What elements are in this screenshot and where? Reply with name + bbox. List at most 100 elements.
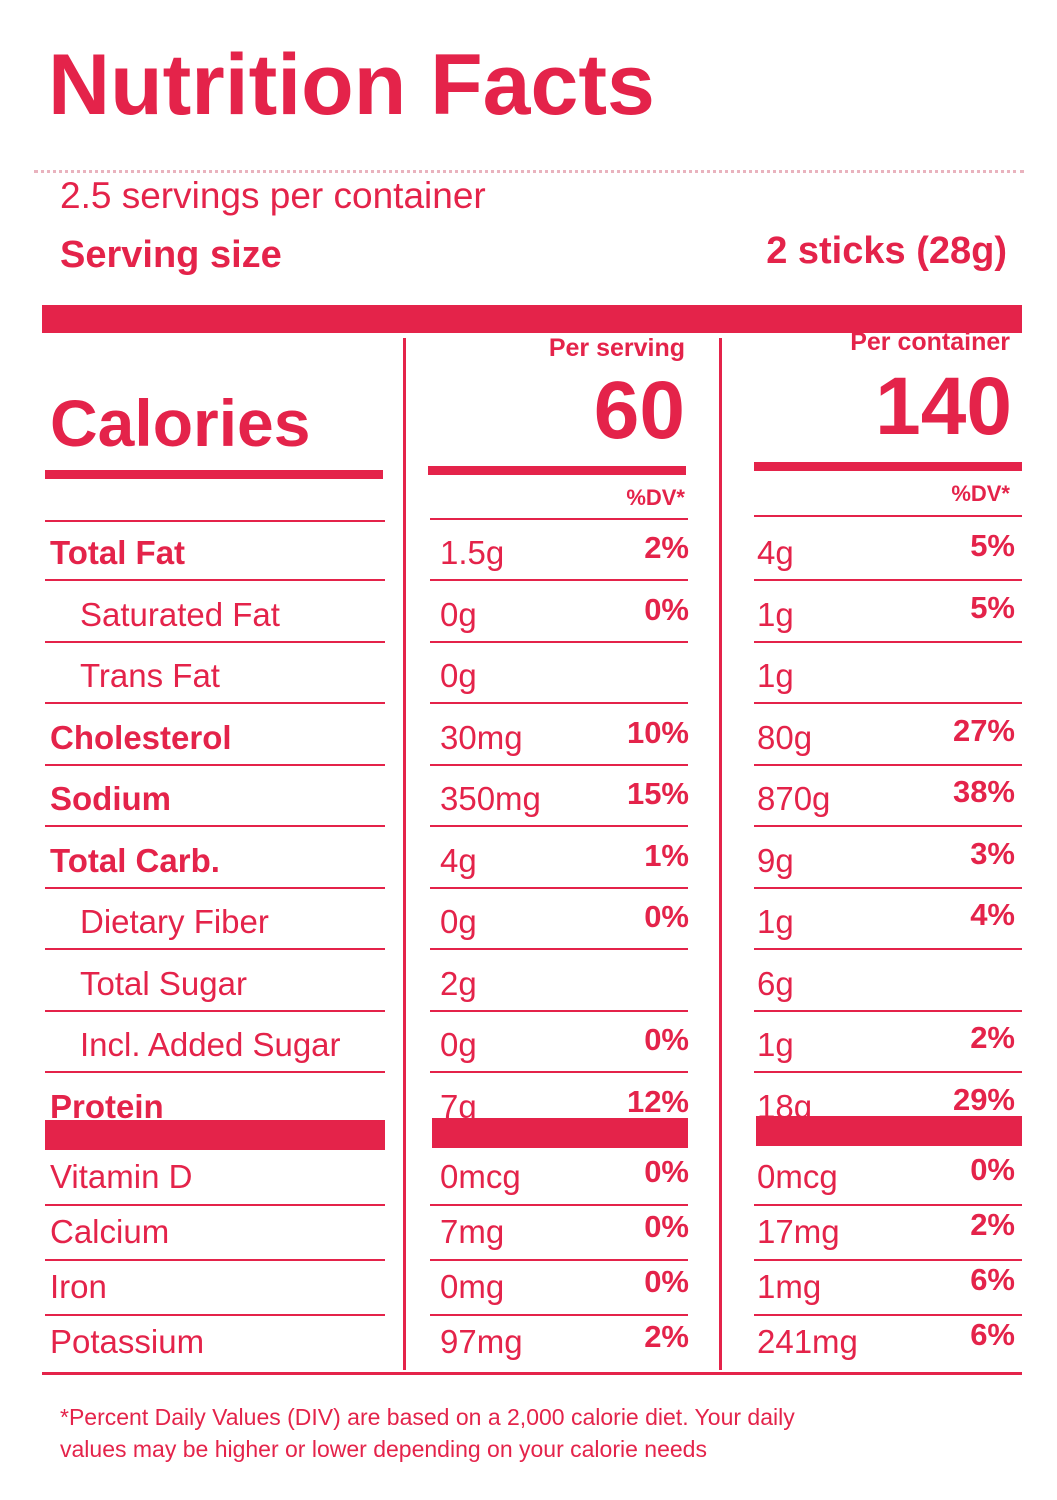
nutrient-name: Total Fat — [50, 534, 186, 571]
serving-amount: 30mg — [440, 718, 523, 756]
nutrient-name: Dietary Fiber — [80, 903, 269, 940]
row-rule — [754, 1071, 1022, 1073]
row-rule — [430, 1314, 688, 1316]
row-rule — [754, 763, 1022, 766]
footnote: *Percent Daily Values (DIV) are based on… — [60, 1404, 795, 1430]
nutrient-name: Trans Fat — [80, 657, 220, 694]
serving-amount: 7mg — [440, 1213, 505, 1250]
serving-amount: 2g — [440, 964, 477, 1002]
serving-dv: 0% — [644, 1264, 689, 1299]
serving-dv: 0% — [644, 1022, 689, 1057]
container-amount: 1g — [757, 595, 794, 633]
container-dv: 2% — [970, 1020, 1015, 1055]
serving-dv: 12% — [626, 1083, 689, 1119]
serving-amount: 0g — [440, 657, 477, 694]
serving-size-value: 2 sticks (28g) — [766, 230, 1007, 272]
row-rule — [430, 763, 688, 766]
rule — [754, 515, 1022, 517]
container-amount: 1g — [757, 657, 794, 694]
row-rule — [430, 640, 688, 643]
calories-label: Calories — [50, 386, 311, 460]
container-amount: 17mg — [757, 1213, 840, 1250]
row-rule — [430, 886, 688, 889]
nutrient-name: Calcium — [50, 1213, 170, 1250]
nutrient-name: Total Sugar — [80, 964, 247, 1002]
nutrient-name: Sodium — [50, 780, 171, 817]
row-rule — [430, 1009, 688, 1012]
container-dv: 5% — [970, 528, 1015, 563]
title: Nutrition Facts — [48, 37, 655, 133]
serving-amount: 0mcg — [440, 1158, 521, 1195]
row-rule — [45, 640, 385, 643]
row-rule — [45, 1009, 385, 1012]
dotted-rule — [34, 170, 1024, 173]
serving-dv: 15% — [626, 776, 689, 811]
serving-amount: 350mg — [440, 780, 541, 817]
container-dv: 4% — [970, 897, 1015, 932]
serving-dv: 0% — [644, 899, 689, 934]
row-rule — [430, 1259, 688, 1261]
nutrient-name: Cholesterol — [50, 718, 232, 756]
per-container-header: Per container — [850, 328, 1010, 356]
row-rule — [754, 1259, 1022, 1261]
serving-amount: 0mg — [440, 1268, 505, 1305]
row-rule — [754, 825, 1022, 827]
container-amount: 1g — [757, 1026, 794, 1063]
calories-per-serving: 60 — [593, 365, 685, 456]
row-rule — [45, 1071, 385, 1073]
container-amount: 6g — [757, 964, 794, 1002]
thick-rule — [42, 305, 1022, 333]
row-rule — [430, 825, 688, 827]
footnote: values may be higher or lower depending … — [60, 1436, 707, 1462]
container-dv: 0% — [970, 1152, 1015, 1187]
nutrient-name: Potassium — [50, 1323, 205, 1360]
row-rule — [45, 763, 385, 766]
nutrient-name: Total Carb. — [50, 841, 220, 879]
container-dv: 27% — [952, 712, 1015, 748]
serving-amount: 0g — [440, 903, 477, 940]
row-rule — [430, 702, 688, 704]
container-amount: 241mg — [757, 1323, 858, 1360]
column-divider — [719, 338, 722, 1370]
serving-amount: 7g — [440, 1087, 477, 1125]
row-rule — [45, 1259, 385, 1261]
container-amount: 4g — [757, 534, 794, 571]
nutrient-name: Protein — [50, 1087, 164, 1125]
dv-header: %DV* — [626, 485, 685, 510]
nutrient-name: Vitamin D — [50, 1158, 193, 1195]
container-dv: 29% — [952, 1081, 1015, 1117]
row-rule — [430, 948, 688, 950]
nutrient-name: Incl. Added Sugar — [80, 1026, 341, 1063]
row-rule — [754, 579, 1022, 581]
container-amount: 1g — [757, 903, 794, 940]
serving-dv: 1% — [644, 837, 689, 873]
container-dv: 5% — [970, 589, 1015, 625]
row-rule — [45, 948, 385, 950]
rule — [42, 1372, 1022, 1375]
nutrient-name: Iron — [50, 1268, 107, 1305]
row-rule — [45, 1204, 385, 1206]
container-dv: 6% — [970, 1317, 1015, 1352]
thick-rule — [756, 1116, 1022, 1146]
dv-header: %DV* — [951, 481, 1010, 506]
container-dv: 2% — [970, 1207, 1015, 1242]
row-rule — [430, 579, 688, 581]
container-amount: 0mcg — [757, 1158, 838, 1195]
row-rule — [430, 1204, 688, 1206]
row-rule — [45, 579, 385, 581]
serving-dv: 10% — [626, 714, 689, 750]
row-rule — [754, 1314, 1022, 1316]
serving-dv: 0% — [644, 1209, 689, 1244]
servings: 2.5 servings per container — [60, 175, 486, 216]
rule — [428, 466, 686, 475]
serving-dv: 0% — [644, 591, 689, 627]
serving-dv: 0% — [644, 1154, 689, 1189]
container-amount: 9g — [757, 841, 794, 879]
serving-amount: 1.5g — [440, 534, 505, 571]
row-rule — [754, 1009, 1022, 1012]
container-amount: 870g — [757, 780, 831, 817]
container-amount: 80g — [757, 718, 813, 756]
row-rule — [754, 640, 1022, 643]
serving-dv: 2% — [644, 530, 689, 565]
container-dv: 3% — [970, 835, 1015, 871]
